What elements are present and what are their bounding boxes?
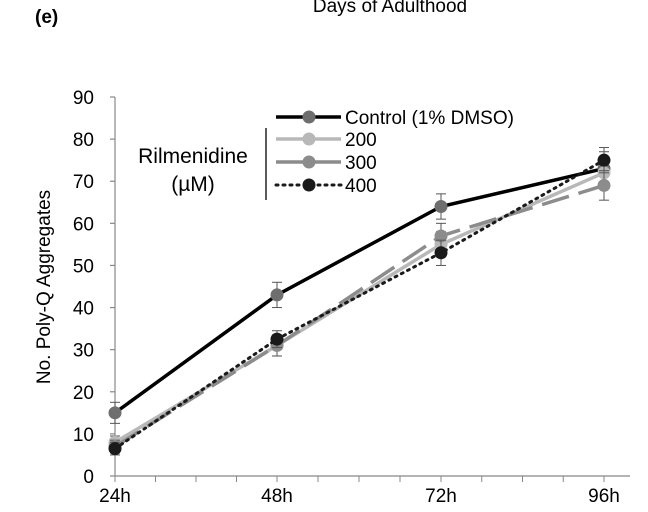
data-point [108,406,122,420]
x-tick-label: 72h [425,486,457,507]
legend-group-label-line2: (µM) [171,173,215,196]
x-tick-label: 48h [261,486,293,507]
data-point [270,288,284,302]
y-tick-label: 40 [73,299,94,320]
axes: 0 10 20 30 40 50 60 70 80 90 24h 48h 72h 96h [73,88,630,507]
y-tick-label: 10 [73,425,94,446]
legend-group-label-line1: Rilmenidine [138,145,248,168]
top-label: Days of Adulthood [313,0,467,17]
legend-label: 200 [345,130,377,151]
data-point [434,246,448,260]
series-layer [108,147,611,456]
series-line [113,158,606,451]
legend-label: 300 [345,153,377,174]
data-point [108,442,122,456]
y-tick-label: 80 [73,130,94,151]
y-tick-label: 70 [73,172,94,193]
legend: Rilmenidine (µM) Control (1% DMSO)200300… [138,108,514,200]
y-axis-title: No. Poly-Q Aggregates [34,190,55,384]
data-point [434,199,448,213]
y-tick-label: 50 [73,256,94,277]
legend-marker [302,155,316,169]
series-1 [108,151,611,424]
y-tick-label: 90 [73,88,94,109]
y-tick-label: 30 [73,341,94,362]
x-tick-label: 24h [99,486,131,507]
y-tick-label: 20 [73,383,94,404]
series-3 [108,170,611,454]
series-4 [108,147,611,456]
x-tick-label: 96h [588,486,620,507]
y-tick-label: 60 [73,214,94,235]
y-tick-label: 0 [83,467,94,488]
data-point [434,229,448,243]
panel-label: (e) [35,7,58,28]
legend-label: Control (1% DMSO) [345,108,514,129]
data-point [270,332,284,346]
data-point [597,178,611,192]
legend-marker [302,110,316,124]
legend-marker [302,178,316,192]
legend-label: 400 [345,176,377,197]
data-point [597,153,611,167]
series-line [113,166,605,415]
legend-marker [302,132,316,146]
series-line [114,183,605,449]
